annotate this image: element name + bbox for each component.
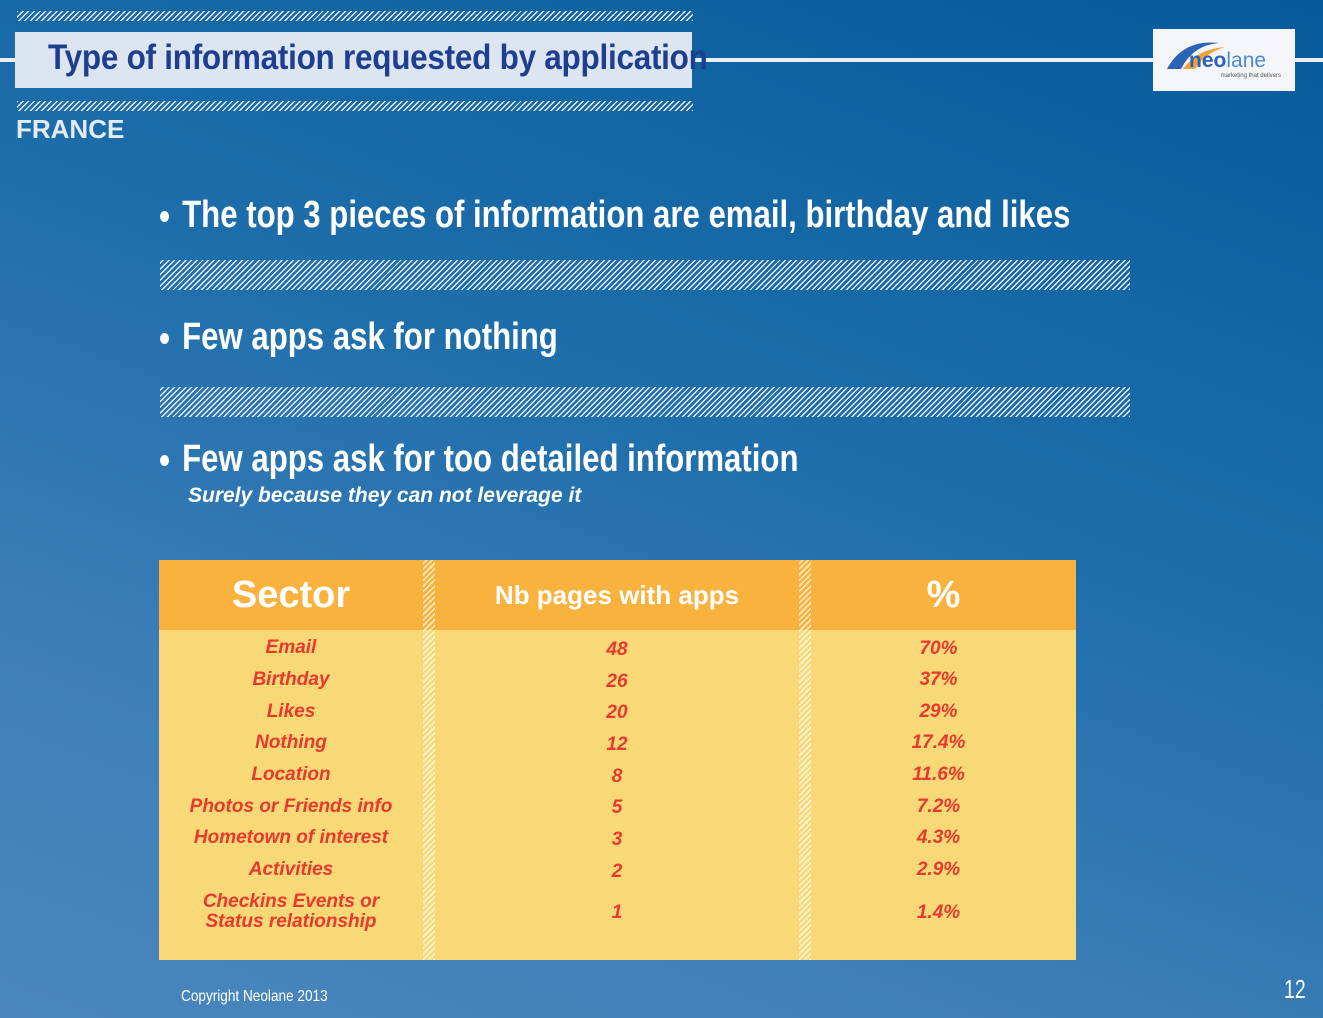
bullet-3-subnote: Surely because they can not leverage it xyxy=(188,484,582,507)
cell-count: 1 xyxy=(611,902,623,923)
title-box: Type of information requested by applica… xyxy=(15,32,708,88)
logo-tagline: marketing that delivers xyxy=(1220,73,1281,79)
cell-count: 20 xyxy=(606,702,628,723)
header-rule-left xyxy=(0,58,15,62)
cell-percent: 1.4% xyxy=(916,902,961,923)
logo-brand-neo: neo xyxy=(1189,49,1227,72)
cell-count: 5 xyxy=(611,797,623,818)
page-number: 12 xyxy=(1284,974,1306,1004)
bullet-dot-icon xyxy=(160,333,170,345)
cell-percent: 11.6% xyxy=(912,764,965,785)
cell-percent: 7.2% xyxy=(916,796,961,817)
cell-sector: Photos or Friends info xyxy=(189,796,393,817)
cell-sector-line1: Checkins Events or xyxy=(202,891,380,912)
bullet-1: The top 3 pieces of information are emai… xyxy=(160,194,1070,237)
brand-logo: neolane marketing that delivers xyxy=(1153,29,1295,91)
bullet-3-text: Few apps ask for too detailed informatio… xyxy=(182,438,799,480)
page-title: Type of information requested by applica… xyxy=(48,38,708,77)
cell-sector: Location xyxy=(251,764,331,785)
logo-wordmark: neolane xyxy=(1189,49,1266,73)
header-count: Nb pages with apps xyxy=(494,579,740,610)
bullet-dot-icon xyxy=(160,455,170,467)
cell-sector: Hometown of interest xyxy=(193,827,389,848)
separator-hatch-1 xyxy=(160,260,1130,290)
logo-brand-lane: lane xyxy=(1226,49,1267,72)
cell-sector: Email xyxy=(265,637,317,658)
cell-percent: 4.3% xyxy=(916,827,961,848)
sector-table: Sector Nb pages with apps % Email 48 70%… xyxy=(159,560,1076,960)
column-separator xyxy=(799,560,811,960)
cell-sector: Checkins Events or Status relationship xyxy=(159,892,423,932)
header-hatch-top xyxy=(17,11,693,21)
logo-arc-icon xyxy=(1167,42,1225,69)
bullet-1-text: The top 3 pieces of information are emai… xyxy=(182,194,1071,236)
cell-count: 8 xyxy=(611,766,623,787)
cell-sector: Activities xyxy=(248,859,334,880)
header-rule-right xyxy=(692,58,1323,62)
bullet-dot-icon xyxy=(160,211,170,223)
cell-count: 3 xyxy=(611,829,623,850)
bullet-3: Few apps ask for too detailed informatio… xyxy=(160,438,798,481)
copyright-text: Copyright Neolane 2013 xyxy=(181,988,328,1005)
cell-count: 26 xyxy=(606,671,628,692)
cell-percent: 17.4% xyxy=(911,732,966,753)
cell-sector: Likes xyxy=(266,701,316,722)
cell-percent: 70% xyxy=(919,638,958,659)
header-sector: Sector xyxy=(231,573,351,616)
column-separator xyxy=(423,560,435,960)
separator-hatch-2 xyxy=(160,387,1130,417)
cell-sector: Nothing xyxy=(255,732,327,753)
cell-count: 48 xyxy=(606,639,628,660)
header-hatch-bottom xyxy=(17,101,693,111)
cell-percent: 37% xyxy=(919,669,958,690)
country-label: FRANCE xyxy=(16,114,125,144)
cell-percent: 29% xyxy=(919,701,958,722)
cell-count: 12 xyxy=(606,734,628,755)
cell-count: 2 xyxy=(611,861,623,882)
bullet-2-text: Few apps ask for nothing xyxy=(182,316,558,358)
bullet-2: Few apps ask for nothing xyxy=(160,316,558,359)
cell-percent: 2.9% xyxy=(916,859,961,880)
cell-sector: Birthday xyxy=(252,669,330,690)
header-percent: % xyxy=(926,573,961,616)
cell-sector-line2: Status relationship xyxy=(205,911,377,932)
table-header-row xyxy=(159,560,1076,630)
